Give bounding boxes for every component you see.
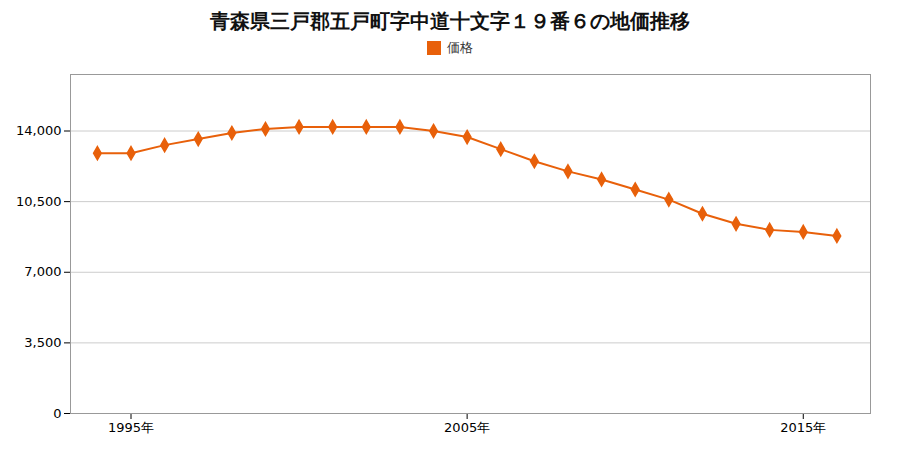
html-text:価格: 価格	[447, 40, 473, 55]
html-text:青森県三戸郡五戸町字中道十文字１９番６の地価推移: 青森県三戸郡五戸町字中道十文字１９番６の地価推移	[210, 9, 690, 33]
svg-text:2005年: 2005年	[444, 420, 490, 435]
svg-text:14,000: 14,000	[16, 123, 62, 138]
svg-text:0: 0	[53, 406, 61, 421]
svg-text:2015年: 2015年	[780, 420, 826, 435]
svg-text:3,500: 3,500	[24, 335, 61, 350]
svg-text:10,500: 10,500	[16, 194, 62, 209]
svg-text:7,000: 7,000	[24, 264, 61, 279]
svg-text:1995年: 1995年	[108, 420, 154, 435]
